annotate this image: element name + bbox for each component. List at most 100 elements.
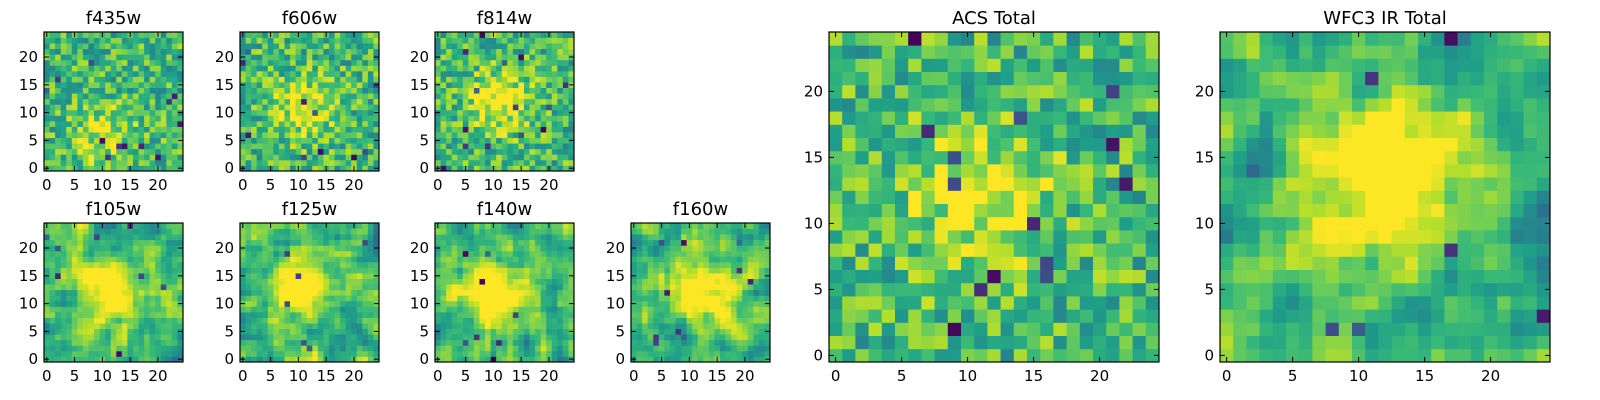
heatmap-cell [110, 59, 117, 66]
heatmap-cell [747, 306, 754, 313]
heatmap-cell [529, 323, 536, 330]
heatmap-cell [373, 87, 380, 94]
heatmap-cell [535, 43, 542, 50]
heatmap-cell [440, 278, 447, 285]
heatmap-cell [367, 98, 374, 105]
heatmap-cell [144, 65, 151, 72]
heatmap-cell [273, 250, 280, 257]
heatmap-cell [881, 164, 896, 178]
heatmap-cell [290, 43, 296, 50]
heatmap-cell [110, 137, 117, 144]
heatmap-cell [518, 323, 525, 330]
heatmap-cell [540, 345, 547, 352]
heatmap-cell [686, 306, 693, 313]
heatmap-cell [529, 54, 536, 61]
heatmap-cell [328, 126, 335, 133]
heatmap-cell [435, 93, 441, 100]
heatmap-cell [490, 311, 497, 318]
heatmap-cell [166, 261, 173, 268]
heatmap-cell [278, 82, 285, 88]
heatmap-cell [501, 43, 508, 50]
heatmap-cell [127, 115, 134, 122]
y-tick-label: 20 [19, 48, 38, 66]
heatmap-cell [647, 273, 654, 279]
heatmap-cell [658, 256, 665, 263]
heatmap-cell [764, 284, 771, 291]
heatmap-cell [562, 328, 569, 335]
heatmap-cell [262, 267, 269, 274]
heatmap-cell [974, 282, 988, 297]
heatmap-cell [273, 87, 280, 94]
heatmap-cell [290, 76, 296, 83]
heatmap-cell [518, 311, 525, 318]
heatmap-cell [681, 261, 687, 268]
heatmap-cell [568, 159, 575, 166]
heatmap-cell [267, 70, 274, 77]
heatmap-cell [457, 289, 464, 296]
heatmap-cell [177, 132, 184, 139]
heatmap-cell [468, 311, 475, 318]
heatmap-cell [66, 295, 73, 302]
heatmap-cell [742, 317, 749, 324]
heatmap-cells [240, 223, 380, 363]
heatmap-cell [149, 234, 156, 241]
heatmap-cell [468, 82, 475, 88]
heatmap-cell [144, 339, 151, 346]
heatmap-cell [501, 159, 508, 166]
heatmap-cell [742, 289, 749, 296]
heatmap-cell [306, 154, 313, 161]
heatmap-cell [301, 317, 308, 324]
heatmap-cell [323, 43, 330, 50]
heatmap-cell [1079, 282, 1094, 297]
heatmap-cell [356, 300, 363, 307]
heatmap-cell [636, 234, 643, 241]
heatmap-cell [66, 323, 73, 330]
heatmap-cell [340, 350, 347, 357]
heatmap-cell [110, 306, 117, 313]
heatmap-cell [317, 345, 324, 352]
heatmap-cell [155, 126, 162, 133]
heatmap-cell [501, 278, 508, 285]
heatmap-cell [921, 256, 935, 270]
heatmap-cell [345, 165, 352, 172]
heatmap-cell [642, 289, 649, 296]
heatmap-cell [251, 350, 258, 357]
heatmap-cell [44, 228, 50, 235]
heatmap-cell [457, 267, 464, 274]
heatmap-cell [323, 87, 330, 94]
heatmap-cell [171, 143, 178, 150]
heatmap-cell [736, 245, 743, 252]
heatmap-cell [501, 323, 508, 330]
heatmap-cell [457, 93, 464, 100]
heatmap-cell [631, 267, 637, 274]
heatmap-cell [245, 70, 252, 77]
heatmap-cell [144, 239, 151, 246]
heatmap-cell [55, 159, 62, 166]
heatmap-cell [351, 82, 358, 88]
heatmap-cell [240, 43, 246, 50]
heatmap-cell [295, 306, 302, 313]
heatmap-cell [262, 245, 269, 252]
heatmap-cell [868, 296, 883, 310]
heatmap-cell [323, 137, 330, 144]
heatmap-cell [708, 350, 715, 357]
heatmap-cell [245, 148, 252, 155]
heatmap-cell [908, 203, 922, 218]
heatmap-cell [868, 348, 883, 363]
heatmap-cell [171, 228, 178, 235]
heatmap-cell [245, 109, 252, 116]
heatmap-cell [82, 104, 89, 111]
heatmap-cell [245, 32, 252, 38]
heatmap-cell [523, 82, 530, 88]
heatmap-cell [49, 148, 56, 155]
heatmap-cell [88, 70, 95, 77]
heatmap-cell [88, 109, 95, 116]
heatmap-cell [317, 328, 324, 335]
heatmap-cell [708, 339, 715, 346]
heatmap-cell [529, 334, 536, 341]
heatmap-cell [523, 143, 530, 150]
heatmap-cell [540, 239, 547, 246]
heatmap-cell [1145, 322, 1160, 336]
heatmap-cell [658, 345, 665, 352]
heatmap-cell [306, 32, 313, 38]
